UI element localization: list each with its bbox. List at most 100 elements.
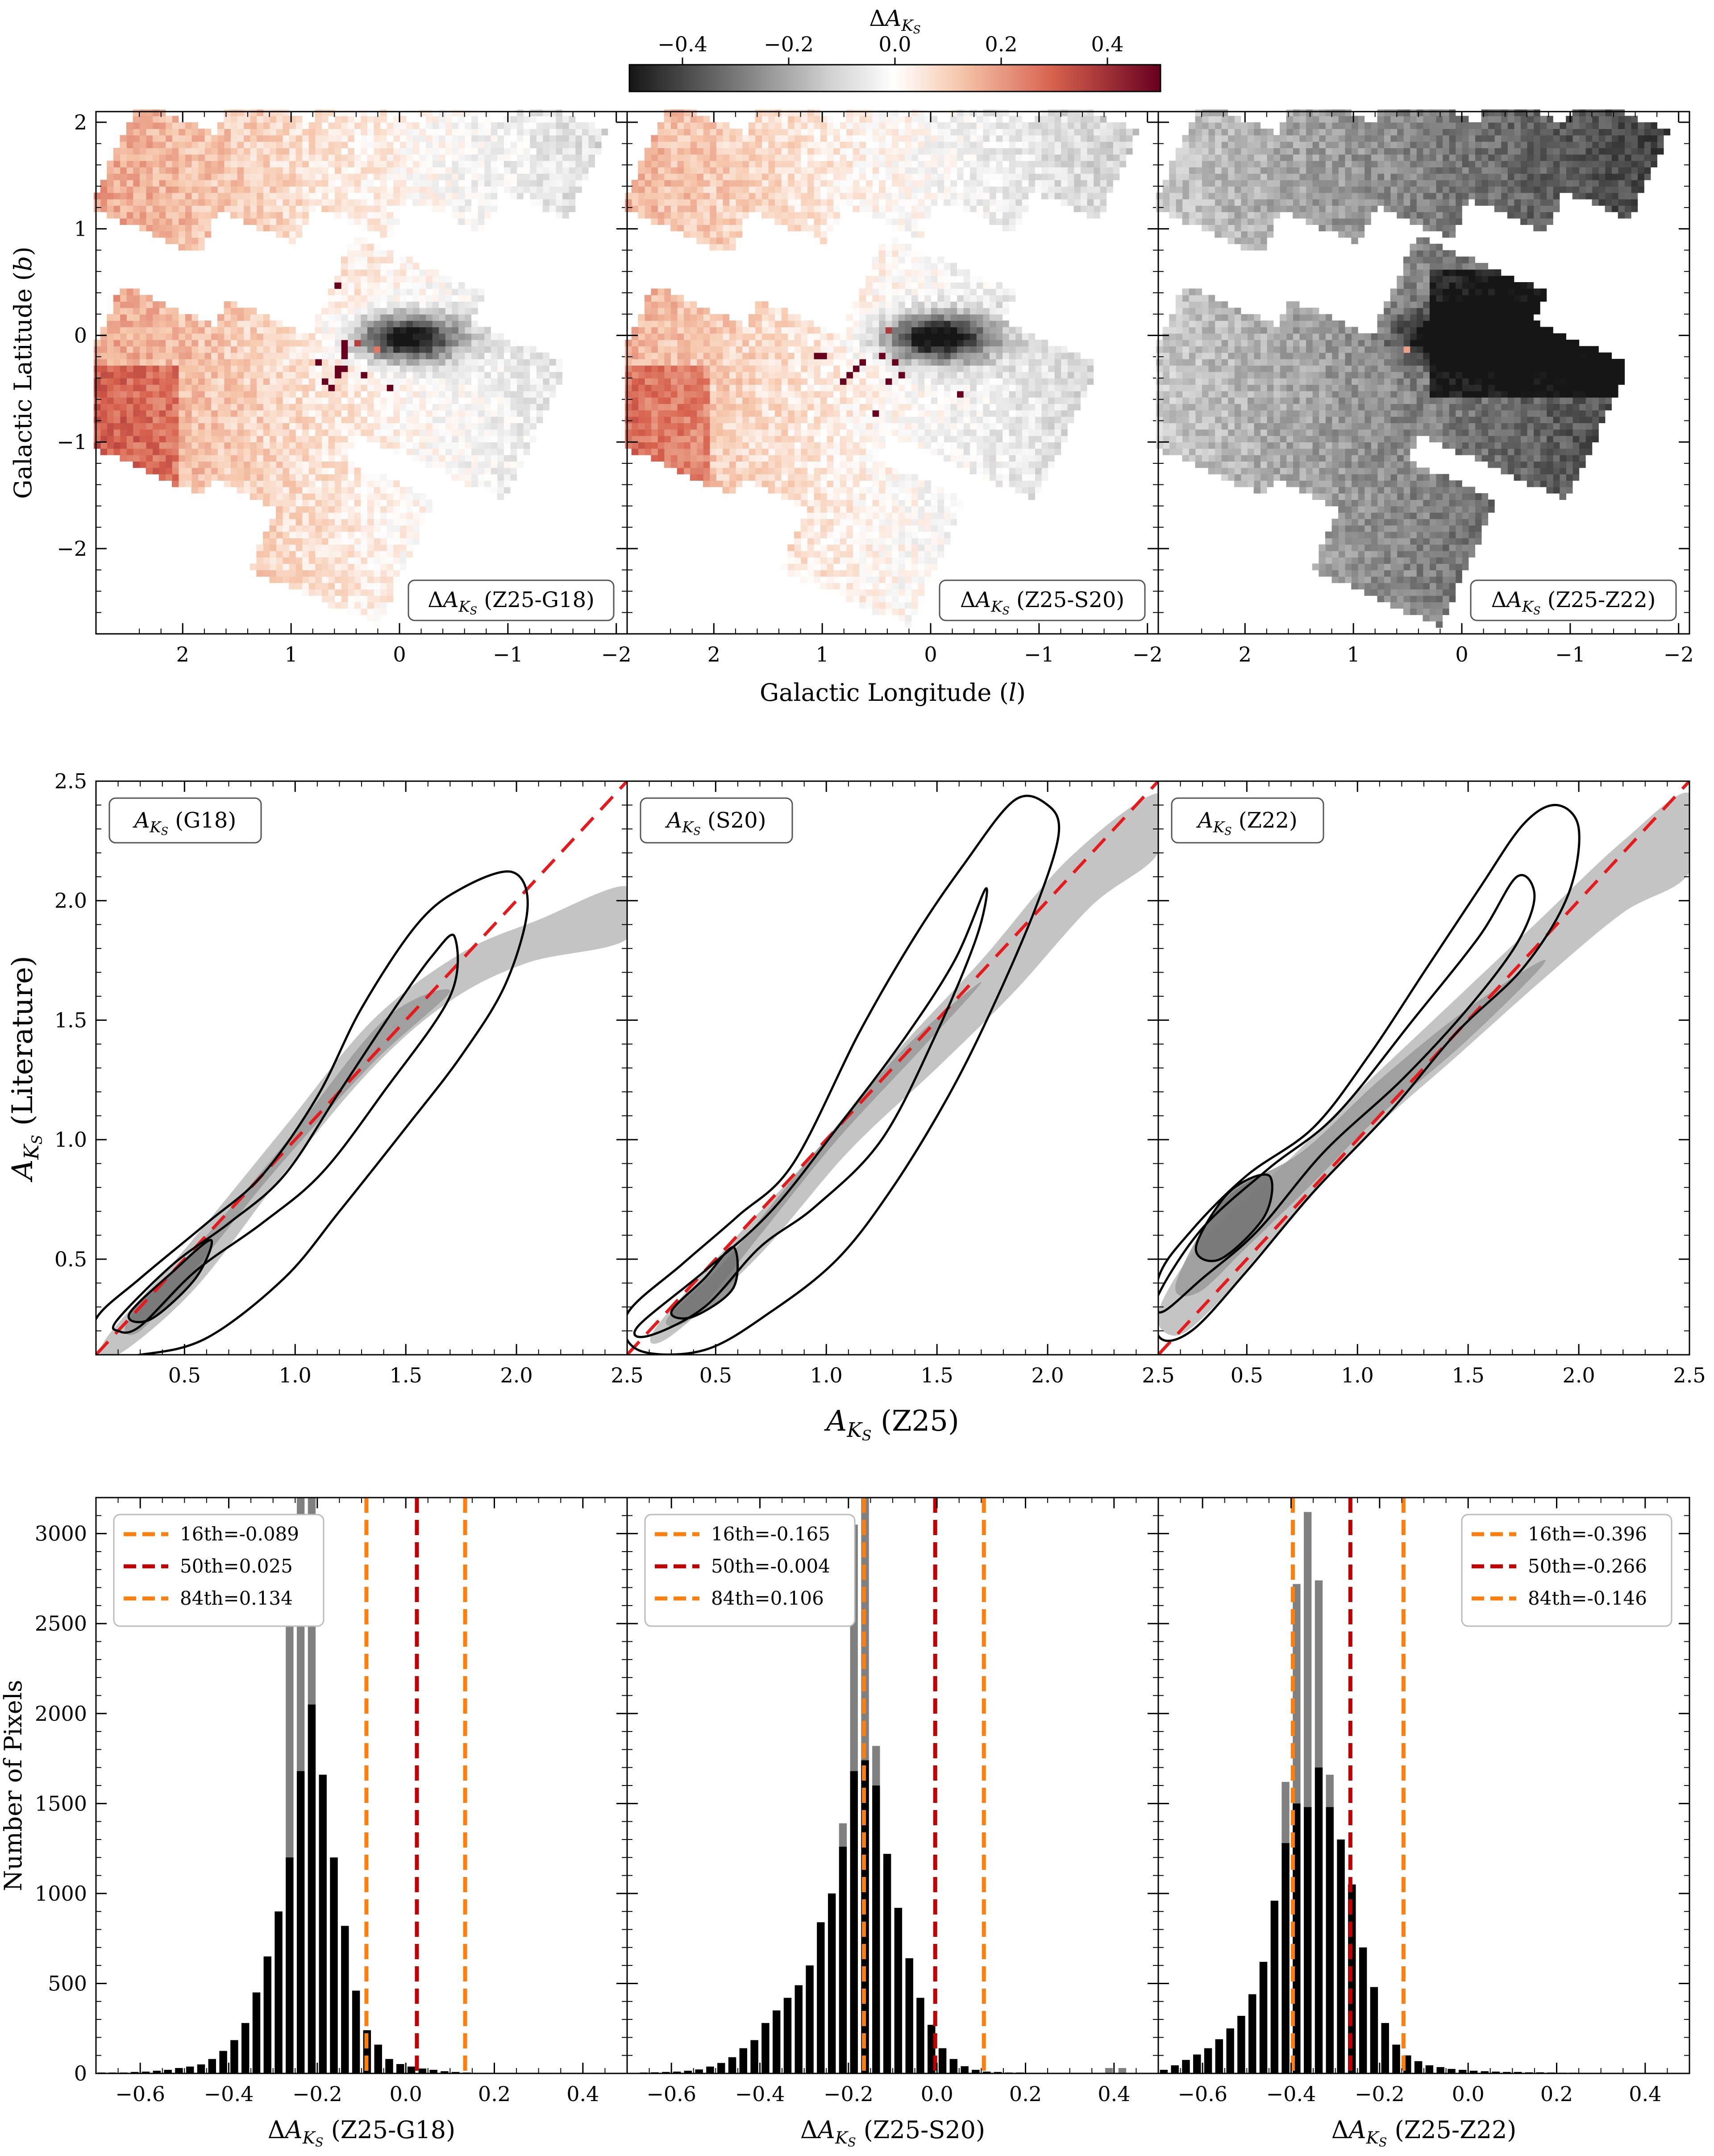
map-pixel (503, 467, 511, 474)
map-pixel (1061, 397, 1068, 404)
map-pixel (995, 148, 1003, 155)
map-pixel (185, 218, 192, 225)
map-pixel (393, 192, 400, 200)
map-pixel (133, 212, 140, 219)
map-pixel (464, 122, 472, 129)
map-pixel (354, 282, 361, 289)
map-pixel (976, 404, 983, 411)
map-pixel (1054, 365, 1061, 372)
map-pixel (957, 506, 964, 513)
map-pixel (497, 429, 504, 436)
map-pixel (224, 122, 231, 129)
map-pixel (516, 391, 524, 398)
map-pixel (360, 391, 367, 398)
map-pixel (217, 365, 225, 372)
map-pixel (1054, 358, 1061, 366)
map-pixel (347, 487, 354, 494)
map-pixel (224, 429, 231, 436)
map-pixel (237, 212, 244, 219)
map-pixel (250, 378, 257, 385)
map-pixel (523, 371, 530, 379)
map-pixel (158, 404, 166, 411)
map-pixel (263, 148, 270, 155)
map-pixel (321, 595, 329, 603)
map-pixel (995, 352, 1003, 359)
map-pixel (256, 423, 263, 430)
map-pixel (995, 480, 1003, 487)
map-pixel (464, 371, 472, 379)
map-pixel (510, 173, 517, 180)
map-pixel (282, 397, 290, 404)
map-pixel (373, 570, 381, 577)
map-pixel (1048, 384, 1055, 391)
map-pixel (931, 384, 938, 391)
map-pixel (341, 531, 348, 538)
map-pixel (146, 116, 153, 123)
map-pixel (458, 288, 465, 296)
map-pixel (412, 263, 420, 270)
map-pixel (995, 423, 1003, 430)
map-pixel (1002, 192, 1009, 200)
map-pixel (211, 327, 218, 334)
map-pixel (315, 135, 322, 142)
map-pixel (243, 423, 250, 430)
map-pixel (989, 416, 996, 424)
map-pixel (995, 404, 1003, 411)
map-pixel (133, 173, 140, 180)
map-pixel (989, 358, 996, 366)
map-pixel (497, 135, 504, 142)
map-pixel (152, 320, 159, 328)
map-pixel (523, 429, 530, 436)
map-pixel (911, 435, 918, 443)
map-pixel (282, 365, 290, 372)
map-pixel (178, 327, 185, 334)
map-pixel (302, 154, 309, 161)
map-pixel (516, 365, 524, 372)
map-pixel (360, 595, 367, 603)
map-pixel (334, 167, 341, 174)
map-pixel (94, 352, 101, 359)
map-pixel (276, 352, 283, 359)
map-pixel (491, 179, 498, 187)
map-pixel (491, 160, 498, 167)
map-pixel (419, 339, 426, 347)
map-pixel (328, 416, 335, 424)
map-pixel (1067, 129, 1074, 136)
map-pixel (523, 384, 530, 391)
map-pixel (360, 199, 367, 206)
map-pixel (491, 122, 498, 129)
map-pixel (1113, 122, 1120, 129)
map-pixel (263, 179, 270, 187)
map-pixel (458, 192, 465, 200)
map-pixel (191, 410, 199, 417)
map-pixel (224, 378, 231, 385)
map-pixel (315, 550, 322, 558)
map-pixel (295, 429, 303, 436)
map-pixel (158, 173, 166, 180)
map-pixel (386, 384, 394, 391)
map-pixel (542, 378, 549, 385)
map-pixel (107, 199, 114, 206)
map-pixel (250, 493, 257, 500)
map-pixel (1015, 346, 1022, 353)
map-pixel (924, 205, 931, 212)
map-pixel (347, 275, 354, 283)
map-pixel (458, 179, 465, 187)
map-pixel (178, 199, 185, 206)
map-pixel (1099, 205, 1107, 212)
map-pixel (347, 173, 354, 180)
map-pixel (282, 371, 290, 379)
map-pixel (963, 429, 970, 436)
map-pixel (393, 116, 400, 123)
map-pixel (94, 404, 101, 411)
map-pixel (464, 480, 472, 487)
map-pixel (438, 467, 445, 474)
map-pixel (393, 129, 400, 136)
map-pixel (471, 378, 478, 385)
map-pixel (477, 378, 485, 385)
map-pixel (989, 218, 996, 225)
map-pixel (237, 480, 244, 487)
map-pixel (445, 205, 452, 212)
map-pixel (917, 429, 925, 436)
